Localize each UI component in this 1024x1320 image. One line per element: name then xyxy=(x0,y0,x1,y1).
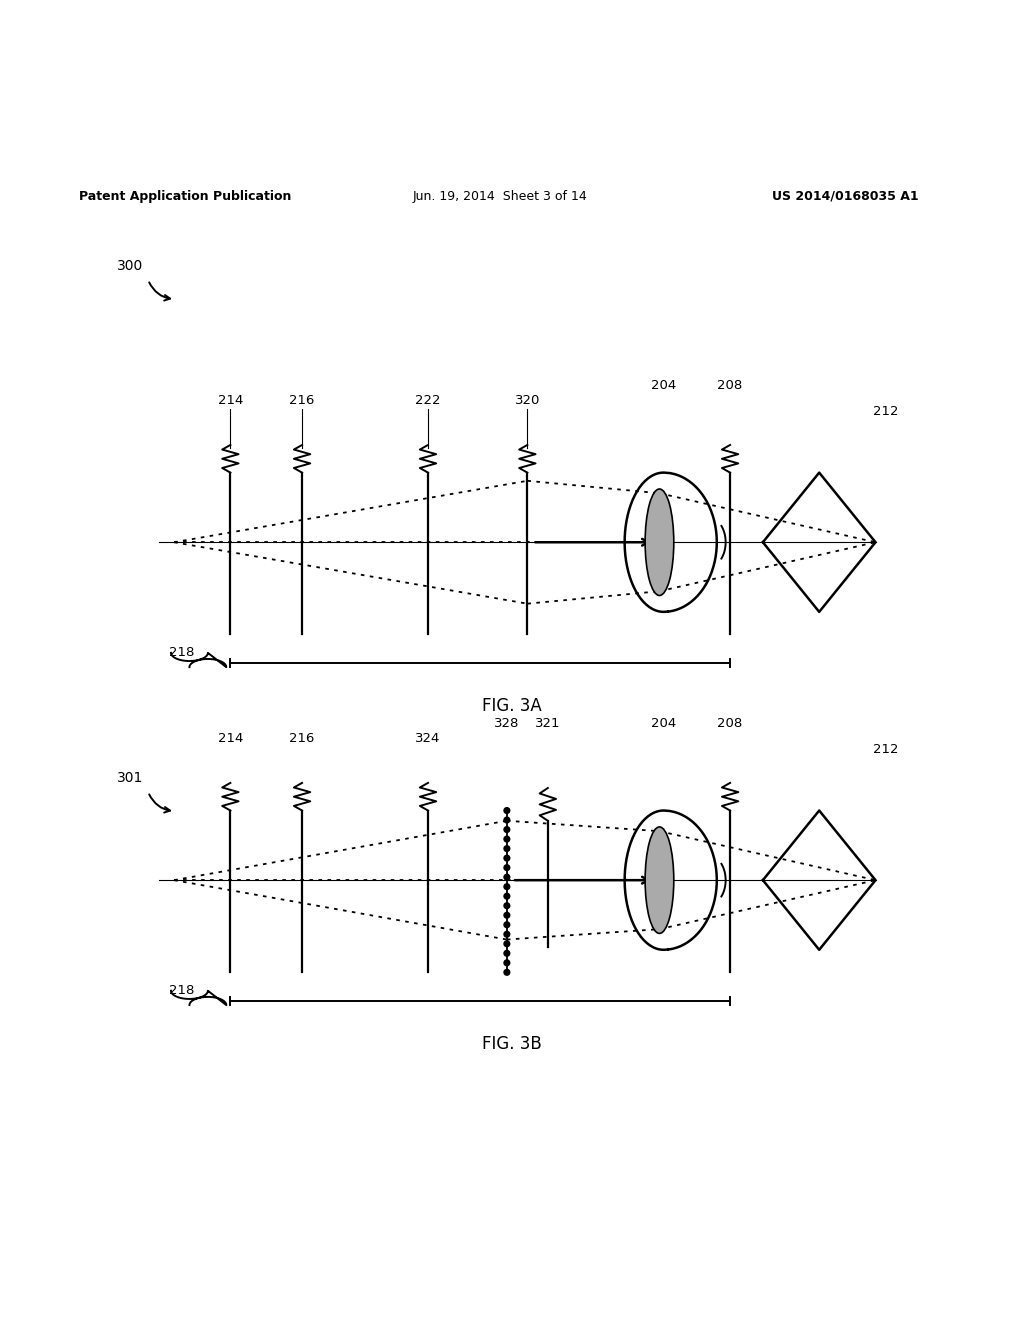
Circle shape xyxy=(504,912,510,919)
Text: 208: 208 xyxy=(718,717,742,730)
Circle shape xyxy=(504,884,510,890)
Ellipse shape xyxy=(645,826,674,933)
Circle shape xyxy=(504,894,510,899)
Text: 300: 300 xyxy=(117,259,143,273)
Circle shape xyxy=(504,826,510,833)
Circle shape xyxy=(504,921,510,928)
Text: Patent Application Publication: Patent Application Publication xyxy=(79,190,291,202)
Circle shape xyxy=(504,903,510,908)
Circle shape xyxy=(504,836,510,842)
Circle shape xyxy=(504,846,510,851)
Circle shape xyxy=(504,865,510,870)
Circle shape xyxy=(504,969,510,975)
Text: 222: 222 xyxy=(416,395,440,408)
Text: 204: 204 xyxy=(651,717,676,730)
Text: 216: 216 xyxy=(290,733,314,746)
Text: 214: 214 xyxy=(218,733,243,746)
Ellipse shape xyxy=(645,488,674,595)
Text: Jun. 19, 2014  Sheet 3 of 14: Jun. 19, 2014 Sheet 3 of 14 xyxy=(413,190,588,202)
Circle shape xyxy=(504,808,510,813)
Text: 204: 204 xyxy=(651,379,676,392)
Text: 218: 218 xyxy=(169,647,194,659)
Circle shape xyxy=(504,941,510,946)
Circle shape xyxy=(504,817,510,822)
Text: 321: 321 xyxy=(536,717,560,730)
Text: 208: 208 xyxy=(718,379,742,392)
Text: US 2014/0168035 A1: US 2014/0168035 A1 xyxy=(772,190,919,202)
Text: 212: 212 xyxy=(873,405,898,417)
Circle shape xyxy=(504,855,510,861)
Text: 328: 328 xyxy=(495,717,519,730)
Text: 320: 320 xyxy=(515,395,540,408)
Text: FIG. 3A: FIG. 3A xyxy=(482,697,542,715)
Circle shape xyxy=(504,932,510,937)
Text: 218: 218 xyxy=(169,985,194,997)
Text: 212: 212 xyxy=(873,743,898,755)
Circle shape xyxy=(504,960,510,966)
Text: 301: 301 xyxy=(117,771,143,785)
Text: 216: 216 xyxy=(290,395,314,408)
Text: FIG. 3B: FIG. 3B xyxy=(482,1035,542,1053)
Text: 324: 324 xyxy=(416,733,440,746)
Circle shape xyxy=(504,874,510,880)
Text: 214: 214 xyxy=(218,395,243,408)
Circle shape xyxy=(504,950,510,956)
